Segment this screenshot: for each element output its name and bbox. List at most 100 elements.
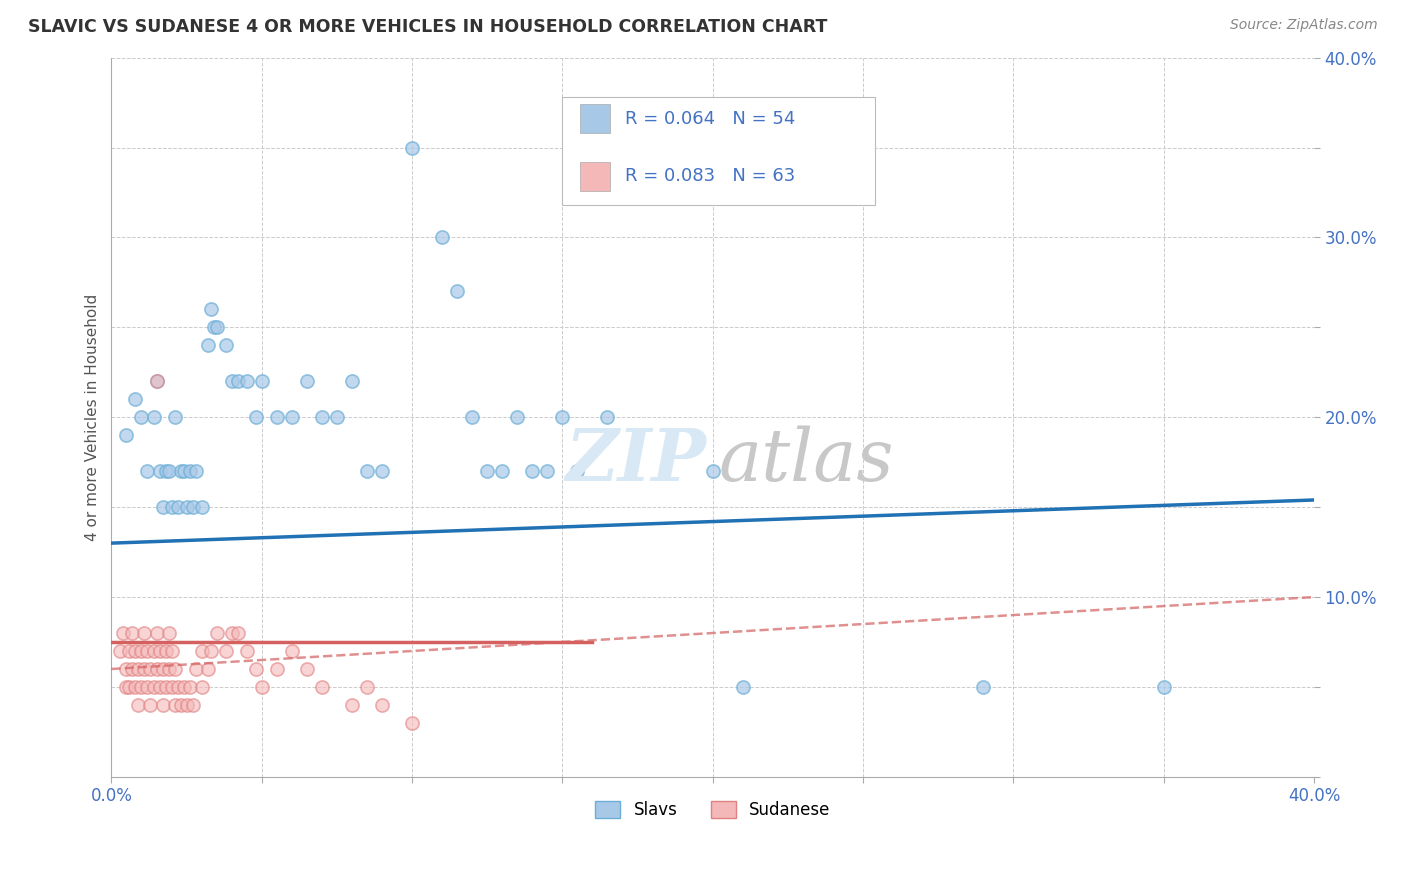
Point [446, 285, 468, 299]
Point [157, 662, 180, 676]
Point [142, 410, 165, 425]
Point [134, 662, 156, 676]
FancyBboxPatch shape [581, 104, 610, 133]
Point [245, 662, 267, 676]
Point [169, 698, 191, 712]
Point [136, 464, 159, 478]
Point [401, 140, 423, 154]
Point [179, 680, 201, 694]
Point [295, 662, 318, 676]
Point [112, 626, 135, 640]
Point [136, 680, 159, 694]
Point [371, 698, 394, 712]
Point [430, 230, 453, 244]
Point [731, 680, 754, 694]
Point [160, 644, 183, 658]
Point [536, 464, 558, 478]
Point [152, 698, 174, 712]
Point [702, 464, 724, 478]
Point [179, 464, 201, 478]
Point [250, 680, 273, 694]
Point [295, 374, 318, 388]
Point [134, 626, 156, 640]
Point [145, 662, 167, 676]
Point [157, 464, 180, 478]
Point [181, 698, 204, 712]
Point [121, 626, 143, 640]
Point [190, 680, 212, 694]
Point [148, 464, 170, 478]
Point [115, 662, 138, 676]
Point [142, 644, 165, 658]
Text: ZIP: ZIP [565, 425, 707, 496]
Point [110, 644, 132, 658]
Point [202, 320, 225, 334]
Point [173, 680, 195, 694]
Point [157, 626, 180, 640]
Legend: Slavs, Sudanese: Slavs, Sudanese [589, 795, 837, 826]
Point [131, 644, 153, 658]
Point [127, 698, 149, 712]
Point [226, 626, 249, 640]
Point [197, 662, 219, 676]
Point [311, 680, 333, 694]
Text: atlas: atlas [718, 425, 894, 496]
Point [148, 644, 170, 658]
Point [197, 338, 219, 352]
Point [163, 410, 186, 425]
Point [401, 715, 423, 730]
Point [184, 662, 207, 676]
Point [166, 680, 188, 694]
Point [205, 626, 228, 640]
Point [118, 644, 141, 658]
Point [136, 644, 159, 658]
Point [340, 698, 363, 712]
Point [152, 500, 174, 515]
Y-axis label: 4 or more Vehicles in Household: 4 or more Vehicles in Household [86, 293, 100, 541]
Point [281, 644, 304, 658]
Point [340, 374, 363, 388]
Text: SLAVIC VS SUDANESE 4 OR MORE VEHICLES IN HOUSEHOLD CORRELATION CHART: SLAVIC VS SUDANESE 4 OR MORE VEHICLES IN… [28, 18, 828, 36]
Point [176, 500, 198, 515]
Point [245, 410, 267, 425]
Point [176, 698, 198, 712]
Point [281, 410, 304, 425]
Point [266, 662, 288, 676]
Point [131, 680, 153, 694]
FancyBboxPatch shape [562, 97, 875, 205]
Point [1153, 680, 1175, 694]
Point [596, 410, 619, 425]
Point [184, 464, 207, 478]
Point [190, 500, 212, 515]
Point [972, 680, 994, 694]
Point [326, 410, 349, 425]
Point [160, 500, 183, 515]
Point [477, 464, 499, 478]
Point [226, 374, 249, 388]
Point [139, 662, 162, 676]
Text: R = 0.064   N = 54: R = 0.064 N = 54 [624, 110, 796, 128]
Point [491, 464, 513, 478]
Text: Source: ZipAtlas.com: Source: ZipAtlas.com [1230, 18, 1378, 32]
Point [311, 410, 333, 425]
Point [200, 302, 222, 317]
Point [155, 680, 177, 694]
Point [235, 644, 257, 658]
Point [166, 500, 188, 515]
Point [131, 410, 153, 425]
Point [169, 464, 191, 478]
Point [142, 680, 165, 694]
Point [124, 644, 146, 658]
Point [148, 680, 170, 694]
FancyBboxPatch shape [581, 162, 610, 191]
Point [173, 464, 195, 478]
Point [121, 662, 143, 676]
Point [139, 698, 162, 712]
Point [127, 662, 149, 676]
Point [155, 644, 177, 658]
Point [115, 680, 138, 694]
Point [152, 662, 174, 676]
Point [145, 626, 167, 640]
Point [506, 410, 529, 425]
Point [214, 338, 236, 352]
